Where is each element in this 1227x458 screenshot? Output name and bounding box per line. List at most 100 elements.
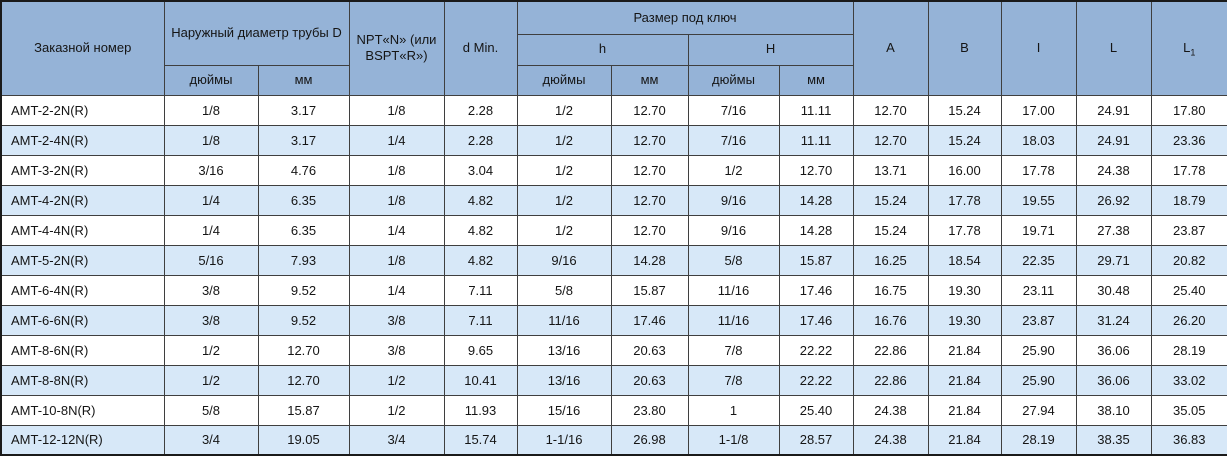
value-cell: 5/16 xyxy=(163,244,259,276)
value-cell: 9.52 xyxy=(257,274,350,306)
value-cell: 9/16 xyxy=(516,244,612,276)
header-order-number: Заказной номер xyxy=(0,0,165,96)
table-header: Заказной номер Наружный диаметр трубы D … xyxy=(0,0,1227,96)
value-cell: 17.78 xyxy=(927,214,1002,246)
header-l1-subscript: 1 xyxy=(1190,47,1196,58)
value-cell: 17.80 xyxy=(1150,94,1227,126)
value-cell: 36.06 xyxy=(1075,334,1152,366)
value-cell: 1/8 xyxy=(163,124,259,156)
header-a: A xyxy=(852,0,929,96)
value-cell: 1/4 xyxy=(163,214,259,246)
header-npt: NPT«N» (или BSPT«R») xyxy=(348,0,445,96)
value-cell: 23.36 xyxy=(1150,124,1227,156)
value-cell: 9/16 xyxy=(687,214,780,246)
value-cell: 23.80 xyxy=(610,394,689,426)
value-cell: 1/2 xyxy=(516,124,612,156)
value-cell: 19.71 xyxy=(1000,214,1077,246)
value-cell: 21.84 xyxy=(927,334,1002,366)
value-cell: 2.28 xyxy=(443,124,518,156)
value-cell: 1/2 xyxy=(516,184,612,216)
order-number-cell: AMT-3-2N(R) xyxy=(0,154,165,186)
value-cell: 1 xyxy=(687,394,780,426)
order-number-cell: AMT-2-2N(R) xyxy=(0,94,165,126)
value-cell: 26.20 xyxy=(1150,304,1227,336)
value-cell: 11.11 xyxy=(778,94,854,126)
value-cell: 17.78 xyxy=(1150,154,1227,186)
order-number-cell: AMT-4-2N(R) xyxy=(0,184,165,216)
value-cell: 22.22 xyxy=(778,364,854,396)
value-cell: 9/16 xyxy=(687,184,780,216)
value-cell: 16.76 xyxy=(852,304,929,336)
value-cell: 16.75 xyxy=(852,274,929,306)
header-l: L xyxy=(1075,0,1152,96)
header-d-inches: дюймы xyxy=(163,64,259,96)
value-cell: 15.24 xyxy=(852,214,929,246)
value-cell: 1/4 xyxy=(163,184,259,216)
value-cell: 19.05 xyxy=(257,424,350,456)
value-cell: 18.03 xyxy=(1000,124,1077,156)
value-cell: 3/8 xyxy=(163,274,259,306)
value-cell: 6.35 xyxy=(257,184,350,216)
header-b: B xyxy=(927,0,1002,96)
value-cell: 5/8 xyxy=(163,394,259,426)
value-cell: 24.91 xyxy=(1075,124,1152,156)
table-row: AMT-2-2N(R) 1/8 3.17 1/8 2.28 1/2 12.70 7/16 11.… xyxy=(0,94,1227,126)
header-l1: L1 xyxy=(1150,0,1227,96)
value-cell: 4.82 xyxy=(443,214,518,246)
value-cell: 10.41 xyxy=(443,364,518,396)
value-cell: 35.05 xyxy=(1150,394,1227,426)
value-cell: 13.71 xyxy=(852,154,929,186)
value-cell: 4.82 xyxy=(443,244,518,276)
value-cell: 15.87 xyxy=(257,394,350,426)
value-cell: 19.55 xyxy=(1000,184,1077,216)
header-h-inches: дюймы xyxy=(516,64,612,96)
header-H-inches: дюймы xyxy=(687,64,780,96)
value-cell: 19.30 xyxy=(927,304,1002,336)
value-cell: 3/8 xyxy=(348,334,445,366)
value-cell: 12.70 xyxy=(778,154,854,186)
value-cell: 23.87 xyxy=(1150,214,1227,246)
value-cell: 7/8 xyxy=(687,334,780,366)
value-cell: 25.40 xyxy=(1150,274,1227,306)
value-cell: 36.83 xyxy=(1150,424,1227,456)
value-cell: 4.76 xyxy=(257,154,350,186)
table-body: AMT-2-2N(R) 1/8 3.17 1/8 2.28 1/2 12.70 7/16 11.… xyxy=(0,94,1227,456)
value-cell: 3/8 xyxy=(348,304,445,336)
value-cell: 28.19 xyxy=(1150,334,1227,366)
table-row: AMT-2-4N(R) 1/8 3.17 1/4 2.28 1/2 12.70 7/16 11.… xyxy=(0,124,1227,156)
order-number-cell: AMT-10-8N(R) xyxy=(0,394,165,426)
value-cell: 24.38 xyxy=(1075,154,1152,186)
value-cell: 3/16 xyxy=(163,154,259,186)
value-cell: 3.04 xyxy=(443,154,518,186)
header-d-min: d Min. xyxy=(443,0,518,96)
value-cell: 7/8 xyxy=(687,364,780,396)
order-number-cell: AMT-6-6N(R) xyxy=(0,304,165,336)
value-cell: 11/16 xyxy=(687,274,780,306)
value-cell: 18.54 xyxy=(927,244,1002,276)
value-cell: 1/2 xyxy=(348,394,445,426)
value-cell: 1/4 xyxy=(348,214,445,246)
value-cell: 29.71 xyxy=(1075,244,1152,276)
value-cell: 1/8 xyxy=(348,154,445,186)
value-cell: 30.48 xyxy=(1075,274,1152,306)
value-cell: 12.70 xyxy=(610,154,689,186)
value-cell: 12.70 xyxy=(257,364,350,396)
table-row: AMT-4-4N(R) 1/4 6.35 1/4 4.82 1/2 12.70 9/16 14.… xyxy=(0,214,1227,246)
order-number-cell: AMT-12-12N(R) xyxy=(0,424,165,456)
value-cell: 24.38 xyxy=(852,394,929,426)
order-number-cell: AMT-8-6N(R) xyxy=(0,334,165,366)
value-cell: 14.28 xyxy=(778,184,854,216)
table-row: AMT-6-4N(R) 3/8 9.52 1/4 7.11 5/8 15.87 11/16 17… xyxy=(0,274,1227,306)
header-H-mm: мм xyxy=(778,64,854,96)
value-cell: 1/2 xyxy=(687,154,780,186)
table-row: AMT-8-6N(R) 1/2 12.70 3/8 9.65 13/16 20.63 7/8 2… xyxy=(0,334,1227,366)
value-cell: 5/8 xyxy=(687,244,780,276)
order-number-cell: AMT-8-8N(R) xyxy=(0,364,165,396)
header-wrench-size: Размер под ключ xyxy=(516,0,854,35)
value-cell: 12.70 xyxy=(610,184,689,216)
value-cell: 3.17 xyxy=(257,94,350,126)
value-cell: 28.57 xyxy=(778,424,854,456)
header-h-small: h xyxy=(516,33,689,66)
value-cell: 1/2 xyxy=(516,214,612,246)
value-cell: 1/2 xyxy=(348,364,445,396)
